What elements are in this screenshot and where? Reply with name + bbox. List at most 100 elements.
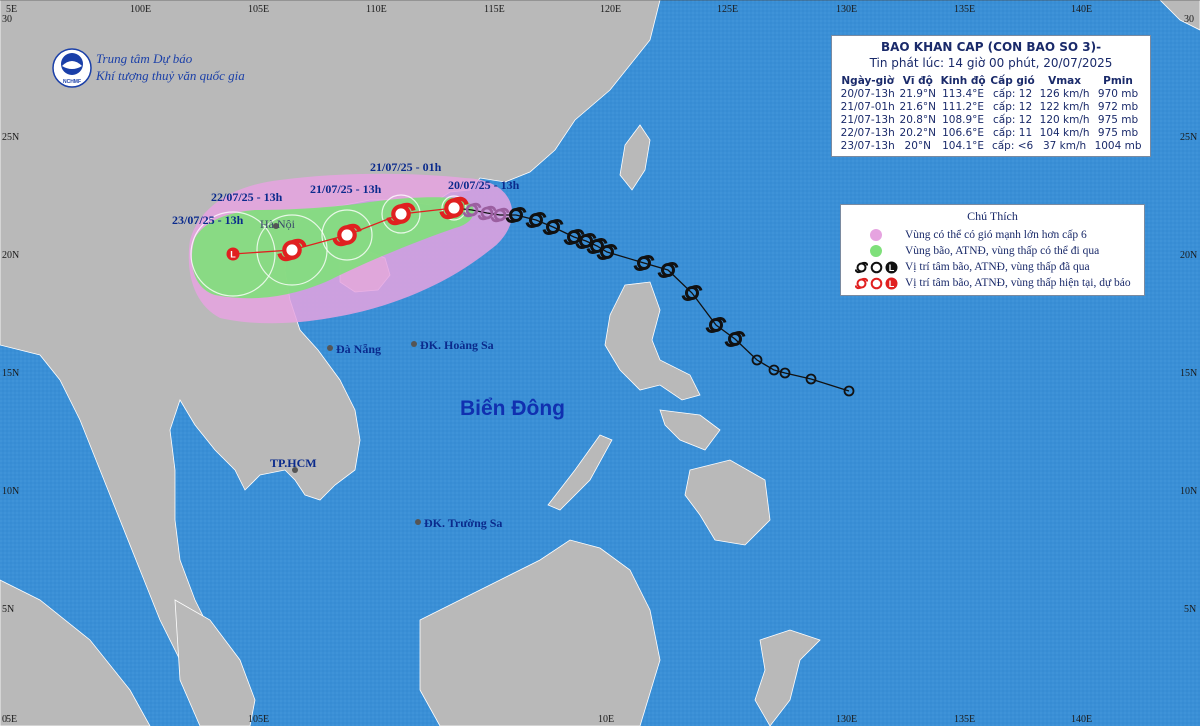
past-storm-symbol xyxy=(586,238,608,254)
cell: 20°N xyxy=(904,140,932,152)
label-sea: Biển Đông xyxy=(460,397,565,420)
legend-title: Chú Thích xyxy=(967,209,1018,223)
cell: 37 km/h xyxy=(1042,140,1087,152)
cell: 22/07-13h xyxy=(840,127,895,139)
tick-right-3: 15N xyxy=(1180,368,1197,379)
tick-bottom-0: 5E xyxy=(6,714,17,725)
legend-item-past: L Vị trí tâm bão, ATNĐ, vùng thấp đã qua xyxy=(847,259,1138,275)
land-mindanao xyxy=(684,459,771,546)
cell: 20.8°N xyxy=(899,114,937,126)
forecast-label-4: 22/07/25 - 13h xyxy=(211,190,283,204)
forecast-storm-symbol xyxy=(332,223,362,247)
legend-label: Vùng bão, ATNĐ, vùng thấp có thể đi qua xyxy=(905,245,1100,257)
label-hcm: TP.HCM xyxy=(270,456,317,470)
past-position-marker xyxy=(768,364,780,376)
label-hoang-sa: ĐK. Hoàng Sa xyxy=(420,338,494,352)
storm-info-table: Ngày-giờ Vĩ độ Kinh độ Cấp gió Vmax Pmin… xyxy=(838,74,1144,153)
past-storm-symbol xyxy=(490,207,510,223)
tick-right-0: 30 xyxy=(1184,14,1194,25)
land-visayas xyxy=(659,409,721,451)
cell: 104.1°E xyxy=(942,140,985,152)
tick-left-2: 20N xyxy=(2,250,19,261)
tick-top-2: 105E xyxy=(248,4,269,15)
header-datetime: Ngày-giờ xyxy=(841,75,894,87)
header-lat: Vĩ độ xyxy=(902,75,933,87)
low-letter: L xyxy=(230,250,236,260)
forecast-label-3: 21/07/25 - 13h xyxy=(310,182,382,196)
info-subtitle: Tin phát lúc: 14 giờ 00 phút, 20/07/2025 xyxy=(869,56,1113,70)
land-luzon xyxy=(604,281,701,401)
depression-circle-black-icon xyxy=(870,261,882,273)
tick-top-7: 130E xyxy=(836,4,857,15)
cell: 20.2°N xyxy=(899,127,937,139)
storm-symbol-red-icon xyxy=(854,277,868,289)
tick-bottom-5: 140E xyxy=(1071,714,1092,725)
tick-top-8: 135E xyxy=(954,4,975,15)
table-row: 20/07-13h 21.9°N 113.4°E cấp: 12 126 km/… xyxy=(838,88,1144,101)
cell: 120 km/h xyxy=(1039,114,1090,126)
land-sumatra xyxy=(0,579,151,726)
past-storm-symbol xyxy=(633,255,655,271)
header-vmax: Vmax xyxy=(1048,75,1082,87)
tick-left-6: 0 xyxy=(2,714,7,725)
tick-top-1: 100E xyxy=(130,4,151,15)
land-taiwan xyxy=(619,124,651,191)
low-letter: L xyxy=(888,263,894,273)
legend-label: Vị trí tâm bão, ATNĐ, vùng thấp đã qua xyxy=(905,261,1090,273)
pink-dot-icon xyxy=(870,229,882,241)
forecast-circles xyxy=(190,194,467,297)
cell: 975 mb xyxy=(1097,127,1139,139)
tick-right-4: 10N xyxy=(1180,486,1197,497)
axis-labels: 5E 100E 105E 110E 115E 120E 125E 130E 13… xyxy=(2,4,1197,725)
forecast-label-5: 23/07/25 - 13h xyxy=(172,213,244,227)
land-palawan xyxy=(547,434,613,511)
tick-right-1: 25N xyxy=(1180,132,1197,143)
legend-item-wind-zone: Vùng có thể có gió mạnh lớn hơn cấp 6 xyxy=(847,227,1138,243)
past-position-marker xyxy=(751,354,763,366)
forecast-label-1: 20/07/25 - 13h xyxy=(448,178,520,192)
tick-top-5: 120E xyxy=(600,4,621,15)
tick-bottom-3: 130E xyxy=(836,714,857,725)
tick-bottom-1: 105E xyxy=(248,714,269,725)
tick-left-5: 5N xyxy=(2,604,14,615)
tick-left-0: 30 xyxy=(2,14,12,25)
tick-bottom-2: 10E xyxy=(598,714,614,725)
past-position-marker xyxy=(779,367,791,379)
header-lon: Kinh độ xyxy=(940,75,986,87)
green-dot-icon xyxy=(870,245,882,257)
past-storm-markers xyxy=(462,202,855,397)
past-storm-symbol xyxy=(575,233,597,249)
cell: 23/07-13h xyxy=(840,140,895,152)
table-row: 21/07-13h 20.8°N 108.9°E cấp: 12 120 km/… xyxy=(838,114,1144,127)
info-title: BAO KHAN CAP (CON BAO SO 3)- xyxy=(880,40,1102,54)
land-malaya xyxy=(174,599,256,726)
past-storm-symbol xyxy=(505,207,527,223)
land-sulawesi xyxy=(754,629,821,726)
past-storm-symbol xyxy=(681,285,703,301)
cell: 972 mb xyxy=(1097,101,1139,113)
cell: cấp: 12 xyxy=(993,114,1033,126)
org-line-2: Khí tượng thuỷ văn quốc gia xyxy=(95,68,245,83)
past-storm-symbol xyxy=(542,219,564,235)
cell: 122 km/h xyxy=(1039,101,1090,113)
storm-symbol-black-icon xyxy=(854,261,868,273)
cell: 21/07-13h xyxy=(840,114,895,126)
past-storm-symbol xyxy=(462,202,482,218)
land-borneo xyxy=(419,539,661,726)
table-row: 22/07-13h 20.2°N 106.6°E cấp: 11 104 km/… xyxy=(838,127,1144,140)
forecast-storm-markers: L xyxy=(226,196,469,262)
low-letter: L xyxy=(888,279,894,289)
place-markers xyxy=(273,223,421,525)
tick-top-9: 140E xyxy=(1071,4,1092,15)
tick-bottom-4: 135E xyxy=(954,714,975,725)
header-wind-level: Cấp gió xyxy=(990,75,1035,87)
past-storm-symbol xyxy=(705,317,727,333)
tick-right-5: 5N xyxy=(1184,604,1196,615)
cell: 21/07-01h xyxy=(840,101,895,113)
header-pmin: Pmin xyxy=(1103,75,1133,87)
legend-panel: Chú Thích Vùng có thể có gió mạnh lớn hơ… xyxy=(840,204,1145,296)
forecast-storm-symbol xyxy=(386,202,416,226)
tick-left-4: 10N xyxy=(2,486,19,497)
legend-label: Vị trí tâm bão, ATNĐ, vùng thấp hiện tại… xyxy=(905,277,1131,289)
past-position-marker xyxy=(805,373,817,385)
